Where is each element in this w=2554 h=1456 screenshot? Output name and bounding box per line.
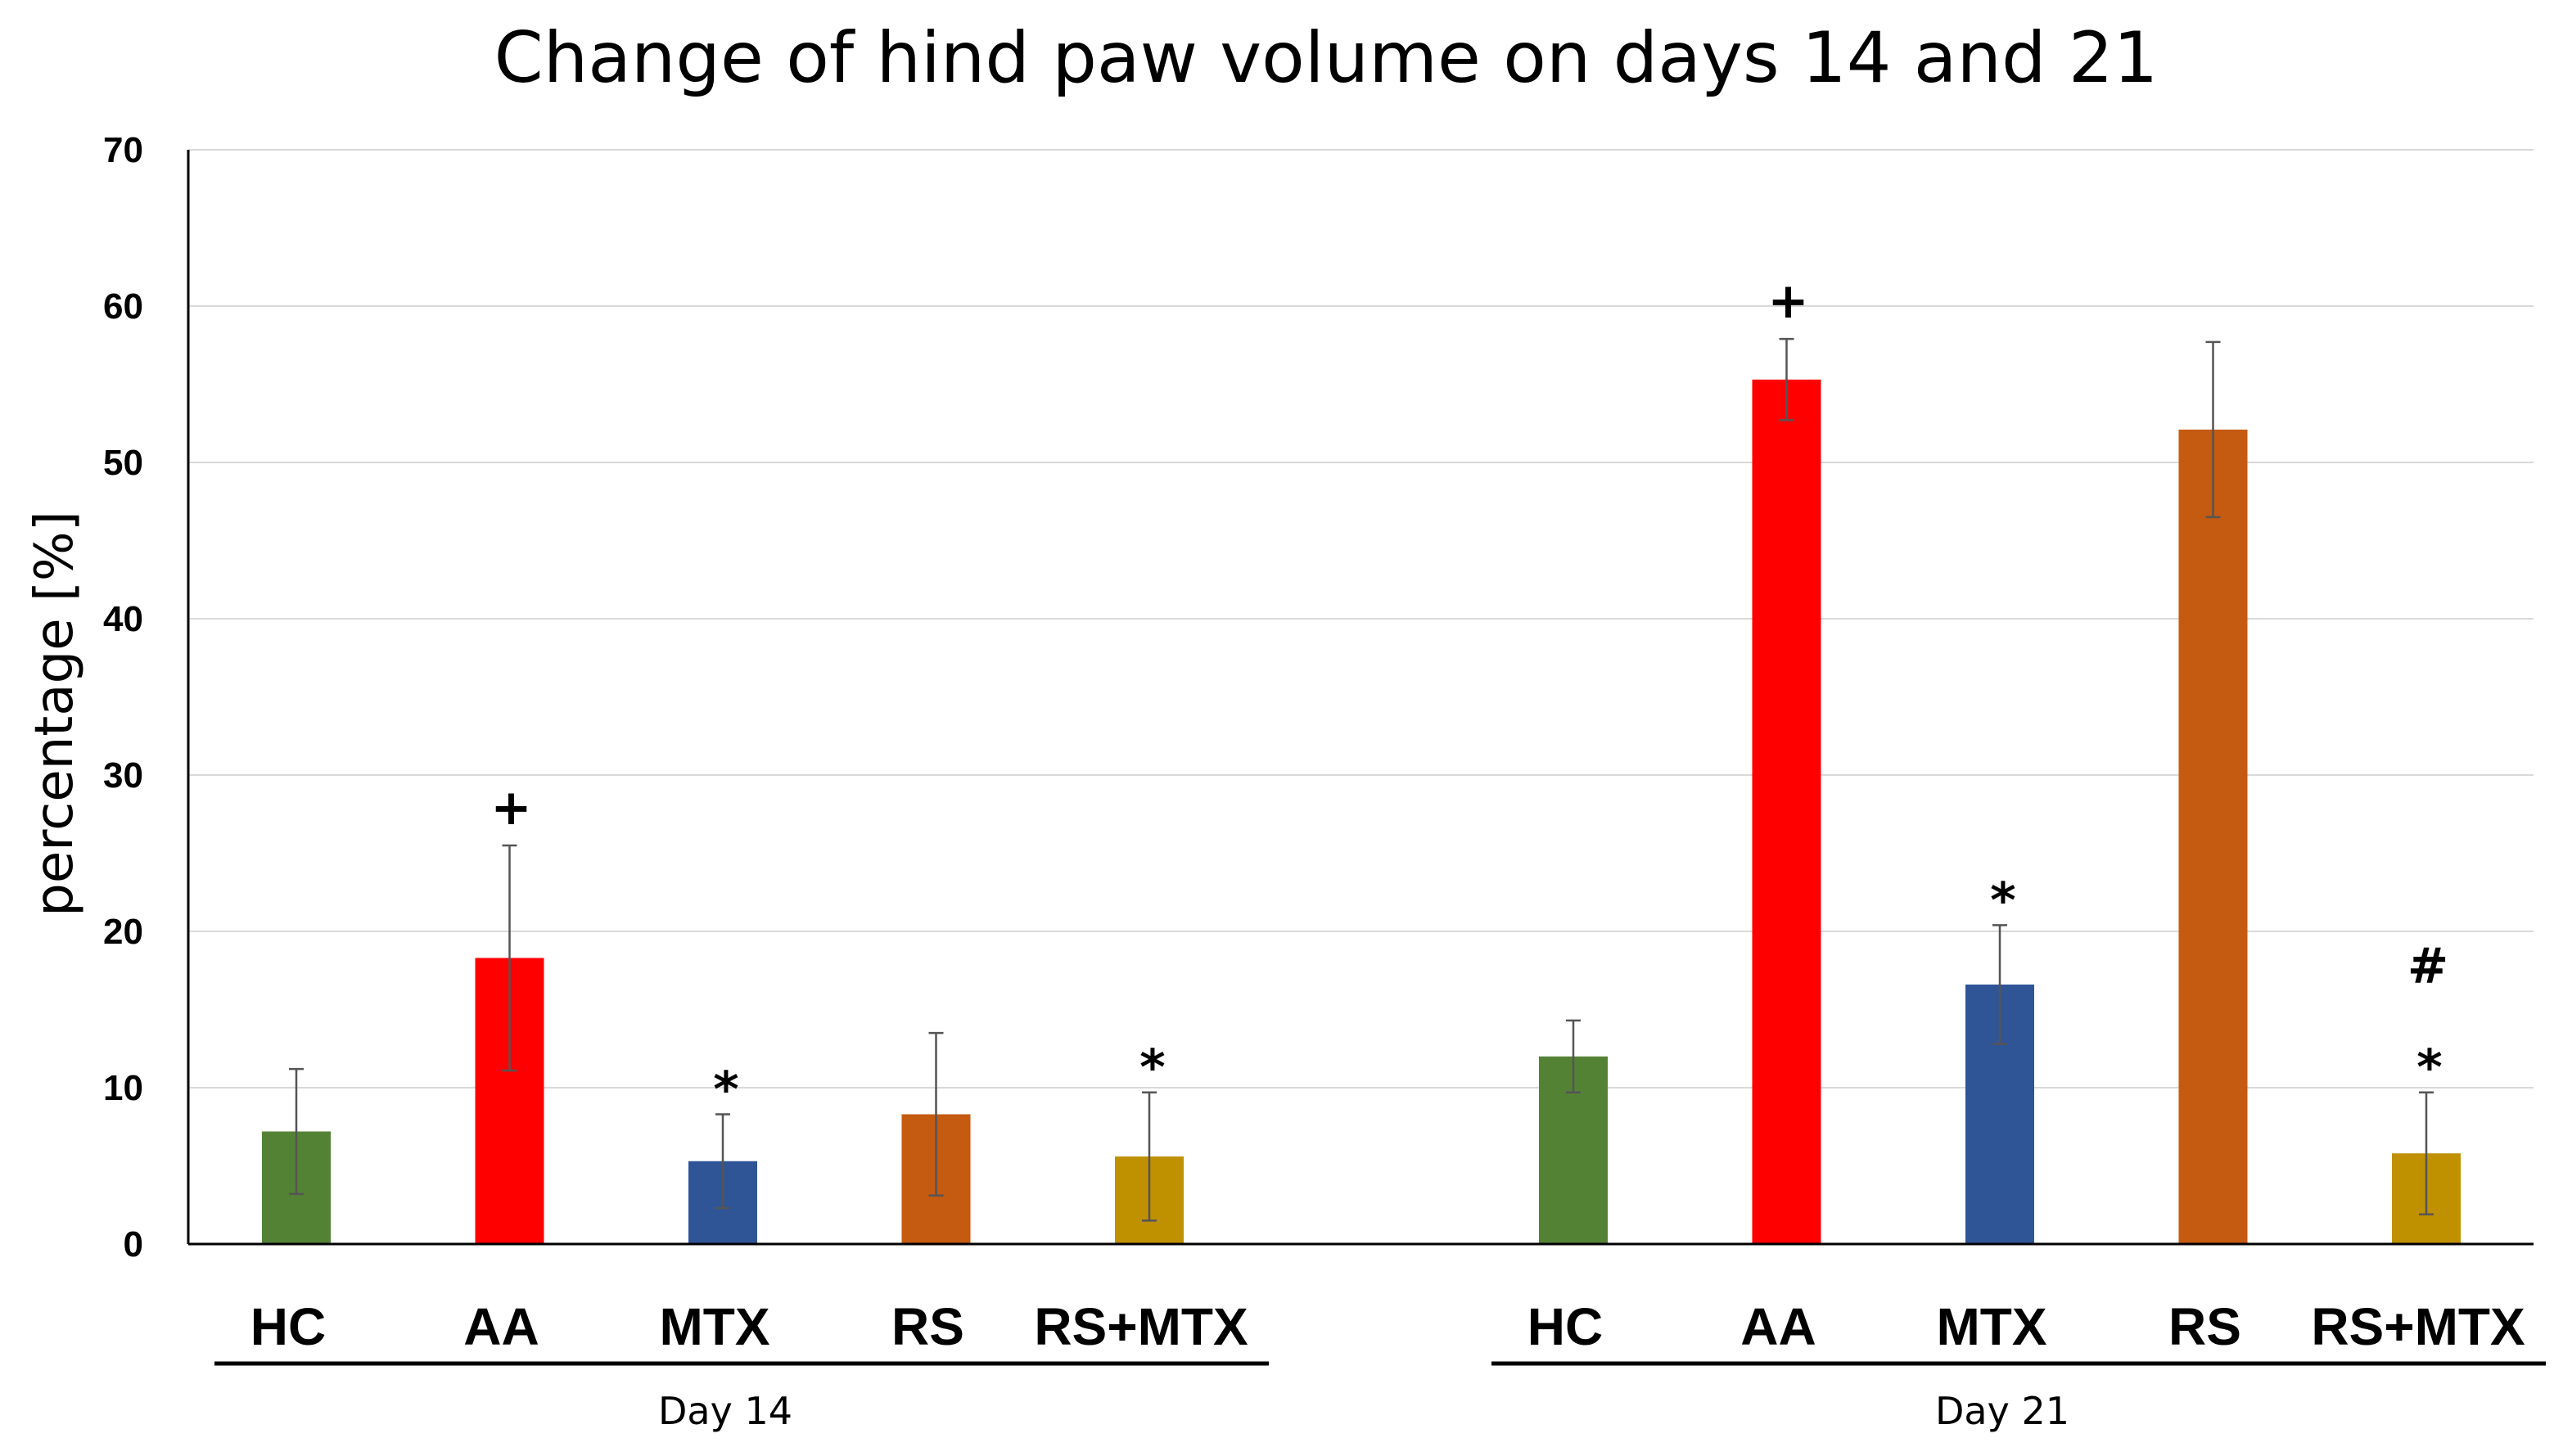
significance-mark: # [2407,938,2448,995]
x-category-label: MTX [1936,1297,2046,1356]
x-category-label: RS+MTX [1034,1297,1248,1356]
x-category-label: AA [1740,1297,1816,1356]
bar [1752,379,1821,1244]
error-bars [289,337,2434,1222]
y-tick-label: 10 [103,1068,143,1108]
bar [2178,429,2248,1244]
y-tick-label: 70 [103,130,143,170]
group-label: Day 14 [658,1389,792,1433]
significance-mark: + [490,779,531,836]
x-category-label: HC [1527,1297,1603,1356]
group-label: Day 21 [1935,1389,2069,1433]
y-tick-label: 60 [103,286,143,327]
y-axis-ticks: 0 10 20 30 40 50 60 70 [103,130,143,1264]
x-category-label: MTX [659,1297,769,1356]
y-tick-label: 50 [103,443,143,483]
bars [262,379,2461,1244]
significance-marks: + * * + * * # [490,273,2448,1118]
x-category-label: RS [2168,1297,2241,1356]
chart-title: Change of hind paw volume on days 14 and… [494,17,2159,99]
gridlines [188,149,2534,1089]
y-tick-label: 30 [103,755,143,796]
group-labels: Day 14 Day 21 [214,1361,2546,1433]
y-tick-label: 0 [124,1224,143,1264]
y-axis-label: percentage [%] [25,511,85,916]
y-tick-label: 20 [103,912,143,952]
significance-mark: + [1767,273,1808,330]
significance-mark: * [713,1061,738,1118]
x-axis-categories: HC AA MTX RS RS+MTX HC AA MTX RS RS+MTX [250,1297,2525,1356]
x-category-label: HC [250,1297,326,1356]
significance-mark: * [1990,872,2015,929]
significance-mark: * [1139,1039,1165,1097]
significance-mark: * [2416,1039,2442,1097]
x-category-label: RS [891,1297,964,1356]
x-category-label: RS+MTX [2311,1297,2525,1356]
y-tick-label: 40 [103,599,143,639]
x-category-label: AA [463,1297,539,1356]
